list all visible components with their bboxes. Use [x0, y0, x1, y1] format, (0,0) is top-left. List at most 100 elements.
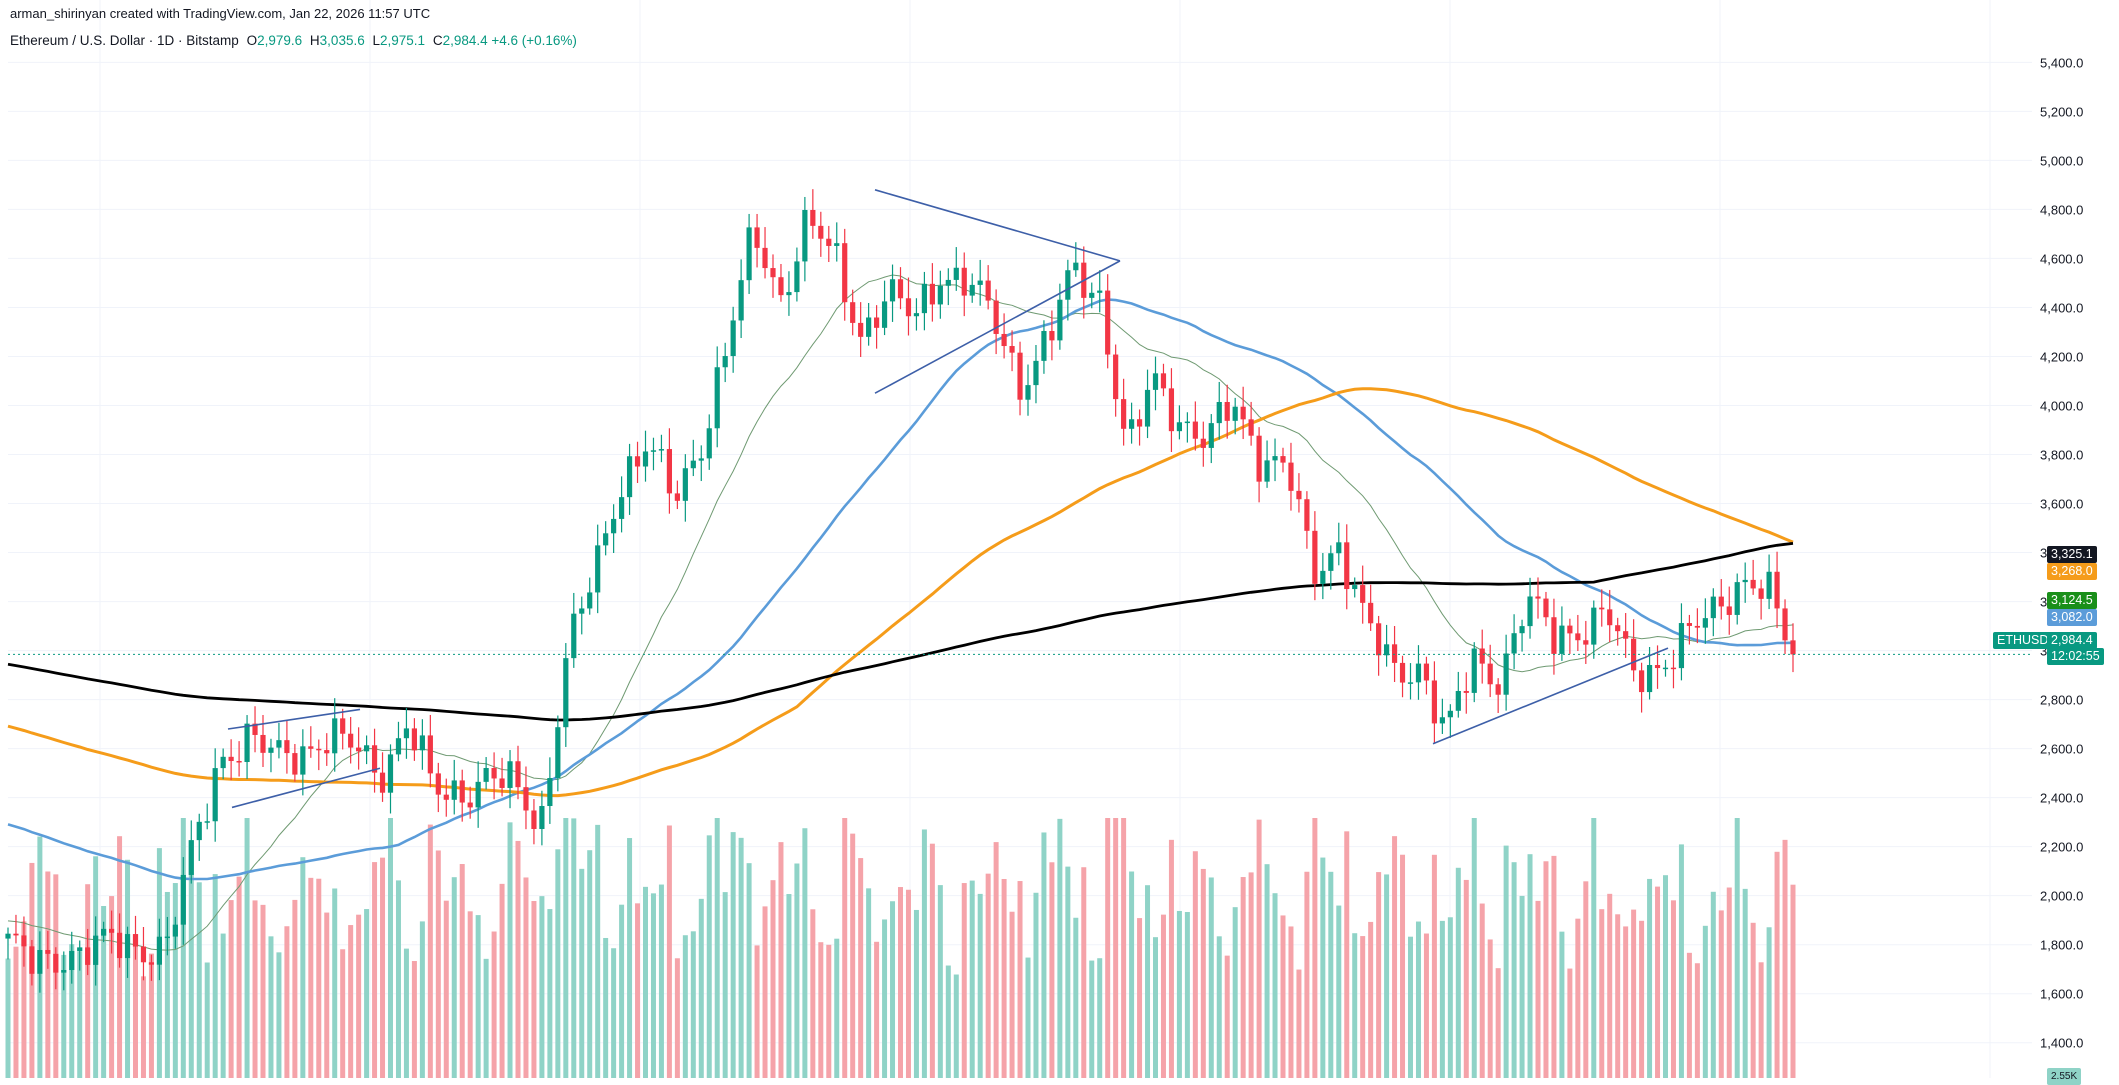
candle-body	[1431, 680, 1438, 724]
candle-body	[993, 300, 999, 334]
volume-bar	[1615, 914, 1621, 1078]
candle-body	[778, 277, 784, 296]
candle-body	[324, 750, 330, 754]
volume-bar	[674, 958, 680, 1078]
candle-body	[1479, 648, 1485, 664]
volume-bar	[945, 965, 951, 1078]
volume-bar	[451, 877, 457, 1078]
volume-bar	[1774, 851, 1780, 1078]
candle-body	[1487, 663, 1493, 685]
candle-body	[140, 946, 147, 963]
candle-body	[547, 778, 553, 807]
candle-body	[1057, 299, 1063, 341]
volume-bar	[1376, 872, 1382, 1078]
candle-body	[523, 787, 529, 811]
volume-bar	[380, 857, 386, 1078]
volume-bar	[1248, 872, 1254, 1078]
candle-body	[1376, 623, 1382, 656]
candle-body	[850, 302, 856, 323]
volume-bar	[770, 880, 776, 1078]
y-tick-label: 1,400.0	[2040, 1036, 2083, 1051]
trendline-rising-support	[1432, 647, 1669, 745]
volume-bar	[1631, 909, 1637, 1078]
volume-bar	[1352, 933, 1358, 1078]
y-tick-label: 4,400.0	[2040, 300, 2083, 315]
candle-body	[1790, 640, 1796, 655]
volume-bar	[611, 948, 617, 1078]
volume-bar	[69, 944, 75, 1078]
candle-body	[1734, 582, 1740, 615]
symbol-tag: ETHUSD	[1993, 632, 2053, 649]
candle-body	[754, 227, 760, 248]
open-label: O	[246, 33, 258, 48]
y-tick-label: 4,200.0	[2040, 349, 2083, 364]
volume-bar	[1718, 910, 1724, 1078]
volume-bar	[21, 921, 27, 1078]
volume-bar	[571, 818, 577, 1078]
candle-body	[674, 493, 680, 501]
volume-bar	[1041, 832, 1047, 1078]
volume-bar	[1145, 885, 1151, 1078]
volume-bar	[1655, 886, 1661, 1078]
y-tick-label: 2,600.0	[2040, 742, 2083, 757]
volume-bar	[850, 833, 856, 1078]
volume-bar	[180, 818, 186, 1078]
volume-bar	[619, 904, 625, 1078]
candle-body	[1455, 690, 1461, 711]
volume-bar	[260, 904, 266, 1078]
y-tick-label: 3,600.0	[2040, 497, 2083, 512]
y-tick-label: 4,800.0	[2040, 202, 2083, 217]
y-tick-label: 5,400.0	[2040, 55, 2083, 70]
candle-body	[595, 545, 601, 593]
volume-bar	[929, 843, 935, 1078]
candle-body	[1144, 389, 1151, 427]
volume-bar	[1575, 918, 1581, 1078]
symbol-title: Ethereum / U.S. Dollar · 1D · Bitstamp	[10, 33, 239, 48]
candle-body	[563, 658, 569, 728]
candle-body	[164, 936, 170, 939]
volume-bar	[1288, 926, 1294, 1078]
volume-bar	[1479, 903, 1485, 1078]
volume-bar	[1686, 952, 1692, 1078]
candle-body	[21, 935, 27, 947]
volume-bar	[834, 938, 840, 1078]
candle-body	[770, 268, 776, 278]
candle-body	[1519, 626, 1525, 634]
candle-body	[363, 745, 370, 752]
attribution-text: arman_shirinyan created with TradingView…	[10, 6, 431, 21]
volume-bar	[507, 822, 513, 1078]
volume-bar	[794, 863, 800, 1078]
candle-body	[1073, 262, 1079, 271]
candle-body	[356, 747, 362, 752]
candle-body	[1264, 460, 1270, 482]
volume-bar	[1495, 968, 1501, 1078]
candle-body	[475, 781, 481, 808]
candle-body	[348, 733, 354, 748]
volume-bar	[738, 837, 744, 1078]
volume-bar	[1471, 818, 1477, 1078]
volume-bar	[1639, 920, 1645, 1078]
candle-body	[1113, 354, 1119, 400]
candle-body	[236, 761, 242, 763]
candle-body	[1041, 331, 1047, 361]
candle-body	[340, 718, 346, 734]
candle-body	[1399, 662, 1406, 683]
volume-bar	[579, 868, 585, 1078]
candle-body	[507, 761, 513, 788]
volume-bar	[252, 900, 258, 1078]
volume-bar	[746, 863, 752, 1078]
volume-tag: 2.55K	[2047, 1068, 2082, 1085]
volume-bar	[650, 893, 656, 1078]
candle-body	[387, 754, 394, 793]
candle-body	[1152, 373, 1159, 390]
candle-body	[714, 367, 720, 429]
candle-body	[1535, 596, 1541, 599]
volume-bar	[13, 946, 19, 1078]
volume-bar	[1551, 855, 1557, 1078]
candle-body	[1168, 388, 1175, 432]
volume-bar	[172, 883, 178, 1078]
candle-body	[172, 924, 178, 937]
volume-bar	[101, 905, 107, 1078]
